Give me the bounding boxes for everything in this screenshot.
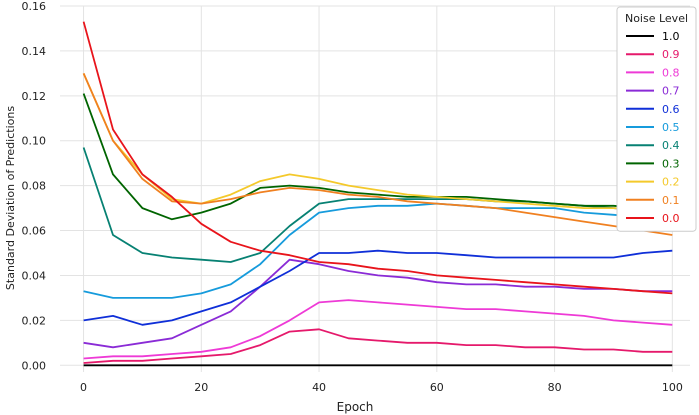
x-tick-label: 60: [430, 381, 444, 394]
series-lines: [82, 21, 673, 367]
series-line-0.0: [82, 21, 673, 295]
series-line-0.8: [83, 299, 673, 360]
legend-label: 0.7: [662, 85, 680, 98]
legend-label: 0.8: [662, 66, 680, 79]
series-line-0.2: [82, 73, 673, 214]
legend-title: Noise Level: [625, 12, 688, 25]
series-line-0.1: [82, 73, 673, 236]
x-tick-label: 80: [548, 381, 562, 394]
legend-label: 0.2: [662, 176, 680, 189]
series-line-0.7: [83, 258, 673, 349]
y-tick-label: 0.04: [22, 269, 47, 282]
legend: Noise Level 1.0 0.9 0.8 0.7 0.6 0.5 0.4 0.3 0.2 0.…: [616, 6, 697, 232]
y-tick-label: 0.16: [22, 0, 47, 13]
series-line-0.6: [83, 249, 673, 326]
y-tick-label: 0.14: [22, 45, 47, 58]
legend-box: [616, 6, 697, 232]
legend-label: 0.4: [662, 139, 680, 152]
legend-label: 0.9: [662, 48, 680, 61]
y-axis-label: Standard Deviation of Predictions: [4, 106, 17, 290]
legend-label: 0.1: [662, 194, 680, 207]
y-tick-label: 0.10: [22, 135, 47, 148]
legend-label: 1.0: [662, 30, 680, 43]
legend-label: 0.6: [662, 103, 680, 116]
x-axis-label: Epoch: [337, 400, 374, 414]
y-tick-label: 0.06: [22, 225, 47, 238]
y-tick-label: 0.12: [22, 90, 47, 103]
series-line-0.5: [83, 202, 673, 299]
legend-label: 0.5: [662, 121, 680, 134]
series-line-0.4: [82, 147, 673, 263]
axes: 0 20 40 60 80 100 0.00 0.02 0.04 0.06 0.08 0.10 0.12…: [22, 0, 683, 394]
x-tick-label: 20: [194, 381, 208, 394]
y-tick-label: 0.00: [22, 359, 47, 372]
series-line-0.3: [82, 93, 673, 221]
series-line-0.9: [83, 328, 673, 364]
x-tick-label: 0: [80, 381, 87, 394]
x-tick-label: 40: [312, 381, 326, 394]
legend-label: 0.0: [662, 212, 680, 225]
y-tick-label: 0.02: [22, 314, 47, 327]
y-tick-label: 0.08: [22, 180, 47, 193]
x-tick-label: 100: [662, 381, 683, 394]
legend-label: 0.3: [662, 157, 680, 170]
